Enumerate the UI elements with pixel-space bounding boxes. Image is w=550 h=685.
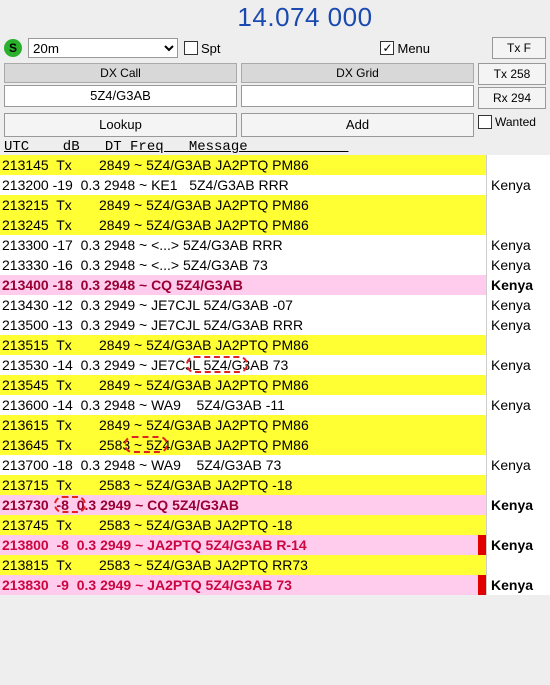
- wanted-checkbox[interactable]: [478, 115, 492, 129]
- log-text: 213800 -8 0.3 2949 ~ JA2PTQ 5Z4/G3AB R-1…: [0, 535, 486, 555]
- log-row[interactable]: 213530 -14 0.3 2949 ~ JE7CJL 5Z4/G3AB 73…: [0, 355, 550, 375]
- dx-call-input[interactable]: 5Z4/G3AB: [4, 85, 237, 107]
- location-cell: [486, 435, 550, 455]
- tx-f-button[interactable]: Tx F: [492, 37, 546, 59]
- location-cell: Kenya: [486, 315, 550, 335]
- log-text: 213530 -14 0.3 2949 ~ JE7CJL 5Z4/G3AB 73: [0, 355, 486, 375]
- location-cell: Kenya: [486, 295, 550, 315]
- rx-2949-button[interactable]: Rx 294: [478, 87, 546, 109]
- log-text: 213545 Tx 2849 ~ 5Z4/G3AB JA2PTQ PM86: [0, 375, 486, 395]
- dx-call-header: DX Call: [4, 63, 237, 83]
- log-row[interactable]: 213615 Tx 2849 ~ 5Z4/G3AB JA2PTQ PM86: [0, 415, 550, 435]
- log-text: 213600 -14 0.3 2948 ~ WA9 5Z4/G3AB -11: [0, 395, 486, 415]
- location-cell: [486, 475, 550, 495]
- location-cell: [486, 375, 550, 395]
- tx-2583-button[interactable]: Tx 258: [478, 63, 546, 85]
- location-cell: [486, 555, 550, 575]
- spt-label: Spt: [201, 41, 221, 56]
- log-row[interactable]: 213700 -18 0.3 2948 ~ WA9 5Z4/G3AB 73Ken…: [0, 455, 550, 475]
- log-text: 213430 -12 0.3 2949 ~ JE7CJL 5Z4/G3AB -0…: [0, 295, 486, 315]
- log-text: 213745 Tx 2583 ~ 5Z4/G3AB JA2PTQ -18: [0, 515, 486, 535]
- wanted-label: Wanted: [495, 115, 536, 129]
- location-cell: Kenya: [486, 535, 550, 555]
- log-row[interactable]: 213500 -13 0.3 2949 ~ JE7CJL 5Z4/G3AB RR…: [0, 315, 550, 335]
- spt-checkbox[interactable]: [184, 41, 198, 55]
- log-text: 213215 Tx 2849 ~ 5Z4/G3AB JA2PTQ PM86: [0, 195, 486, 215]
- log-row[interactable]: 213300 -17 0.3 2948 ~ <...> 5Z4/G3AB RRR…: [0, 235, 550, 255]
- log-text: 213330 -16 0.3 2948 ~ <...> 5Z4/G3AB 73: [0, 255, 486, 275]
- log-text: 213500 -13 0.3 2949 ~ JE7CJL 5Z4/G3AB RR…: [0, 315, 486, 335]
- location-cell: [486, 215, 550, 235]
- frequency-display: 14.074 000: [64, 2, 546, 33]
- highlight-circle: [186, 356, 248, 373]
- menu-checkbox-wrap[interactable]: ✓ Menu: [380, 41, 430, 56]
- log-row[interactable]: 213400 -18 0.3 2948 ~ CQ 5Z4/G3ABKenya: [0, 275, 550, 295]
- location-cell: [486, 155, 550, 175]
- log-row[interactable]: 213145 Tx 2849 ~ 5Z4/G3AB JA2PTQ PM86: [0, 155, 550, 175]
- location-cell: Kenya: [486, 575, 550, 595]
- location-cell: Kenya: [486, 175, 550, 195]
- log-row[interactable]: 213815 Tx 2583 ~ 5Z4/G3AB JA2PTQ RR73: [0, 555, 550, 575]
- log-row[interactable]: 213200 -19 0.3 2948 ~ KE1 5Z4/G3AB RRRKe…: [0, 175, 550, 195]
- log-text: 213645 Tx 2583 ~ 5Z4/G3AB JA2PTQ PM86: [0, 435, 486, 455]
- spt-checkbox-wrap[interactable]: Spt: [184, 41, 221, 56]
- menu-checkbox[interactable]: ✓: [380, 41, 394, 55]
- location-cell: Kenya: [486, 235, 550, 255]
- location-cell: [486, 415, 550, 435]
- location-cell: Kenya: [486, 395, 550, 415]
- location-cell: Kenya: [486, 495, 550, 515]
- wanted-checkbox-wrap[interactable]: Wanted: [478, 111, 546, 133]
- log-text: 213400 -18 0.3 2948 ~ CQ 5Z4/G3AB: [0, 275, 486, 295]
- location-cell: Kenya: [486, 275, 550, 295]
- log-header: UTC dB DT Freq Message: [0, 139, 550, 155]
- control-row: DX Call 5Z4/G3AB Lookup DX Grid Add Tx 2…: [0, 61, 550, 139]
- log-row[interactable]: 213645 Tx 2583 ~ 5Z4/G3AB JA2PTQ PM86: [0, 435, 550, 455]
- log-area: 213145 Tx 2849 ~ 5Z4/G3AB JA2PTQ PM86213…: [0, 155, 550, 685]
- log-row[interactable]: 213730 -8 0.3 2949 ~ CQ 5Z4/G3ABKenya: [0, 495, 550, 515]
- location-cell: Kenya: [486, 355, 550, 375]
- log-text: 213515 Tx 2849 ~ 5Z4/G3AB JA2PTQ PM86: [0, 335, 486, 355]
- log-row[interactable]: 213800 -8 0.3 2949 ~ JA2PTQ 5Z4/G3AB R-1…: [0, 535, 550, 555]
- lookup-button[interactable]: Lookup: [4, 113, 237, 137]
- red-marker: [478, 535, 486, 555]
- log-text: 213145 Tx 2849 ~ 5Z4/G3AB JA2PTQ PM86: [0, 155, 486, 175]
- band-select[interactable]: 20m: [28, 38, 178, 58]
- log-row[interactable]: 213715 Tx 2583 ~ 5Z4/G3AB JA2PTQ -18: [0, 475, 550, 495]
- log-text: 213615 Tx 2849 ~ 5Z4/G3AB JA2PTQ PM86: [0, 415, 486, 435]
- log-row[interactable]: 213215 Tx 2849 ~ 5Z4/G3AB JA2PTQ PM86: [0, 195, 550, 215]
- log-text: 213815 Tx 2583 ~ 5Z4/G3AB JA2PTQ RR73: [0, 555, 486, 575]
- red-marker: [478, 575, 486, 595]
- menu-label: Menu: [397, 41, 430, 56]
- log-text: 213300 -17 0.3 2948 ~ <...> 5Z4/G3AB RRR: [0, 235, 486, 255]
- location-cell: [486, 515, 550, 535]
- highlight-circle: [124, 436, 168, 453]
- location-cell: Kenya: [486, 255, 550, 275]
- dx-grid-header: DX Grid: [241, 63, 474, 83]
- add-button[interactable]: Add: [241, 113, 474, 137]
- location-cell: Kenya: [486, 455, 550, 475]
- log-row[interactable]: 213545 Tx 2849 ~ 5Z4/G3AB JA2PTQ PM86: [0, 375, 550, 395]
- band-indicator-dot: S: [4, 39, 22, 57]
- log-row[interactable]: 213745 Tx 2583 ~ 5Z4/G3AB JA2PTQ -18: [0, 515, 550, 535]
- location-cell: [486, 195, 550, 215]
- log-row[interactable]: 213600 -14 0.3 2948 ~ WA9 5Z4/G3AB -11Ke…: [0, 395, 550, 415]
- log-text: 213200 -19 0.3 2948 ~ KE1 5Z4/G3AB RRR: [0, 175, 486, 195]
- log-text: 213730 -8 0.3 2949 ~ CQ 5Z4/G3AB: [0, 495, 486, 515]
- log-text: 213715 Tx 2583 ~ 5Z4/G3AB JA2PTQ -18: [0, 475, 486, 495]
- log-text: 213700 -18 0.3 2948 ~ WA9 5Z4/G3AB 73: [0, 455, 486, 475]
- log-text: 213830 -9 0.3 2949 ~ JA2PTQ 5Z4/G3AB 73: [0, 575, 486, 595]
- log-row[interactable]: 213430 -12 0.3 2949 ~ JE7CJL 5Z4/G3AB -0…: [0, 295, 550, 315]
- log-row[interactable]: 213330 -16 0.3 2948 ~ <...> 5Z4/G3AB 73K…: [0, 255, 550, 275]
- log-row[interactable]: 213515 Tx 2849 ~ 5Z4/G3AB JA2PTQ PM86: [0, 335, 550, 355]
- log-text: 213245 Tx 2849 ~ 5Z4/G3AB JA2PTQ PM86: [0, 215, 486, 235]
- dx-grid-input[interactable]: [241, 85, 474, 107]
- log-row[interactable]: 213245 Tx 2849 ~ 5Z4/G3AB JA2PTQ PM86: [0, 215, 550, 235]
- highlight-circle: [54, 496, 86, 513]
- band-row: S 20m Spt ✓ Menu Tx F: [0, 35, 550, 61]
- freq-row: 14.074 000: [0, 0, 550, 35]
- log-row[interactable]: 213830 -9 0.3 2949 ~ JA2PTQ 5Z4/G3AB 73K…: [0, 575, 550, 595]
- location-cell: [486, 335, 550, 355]
